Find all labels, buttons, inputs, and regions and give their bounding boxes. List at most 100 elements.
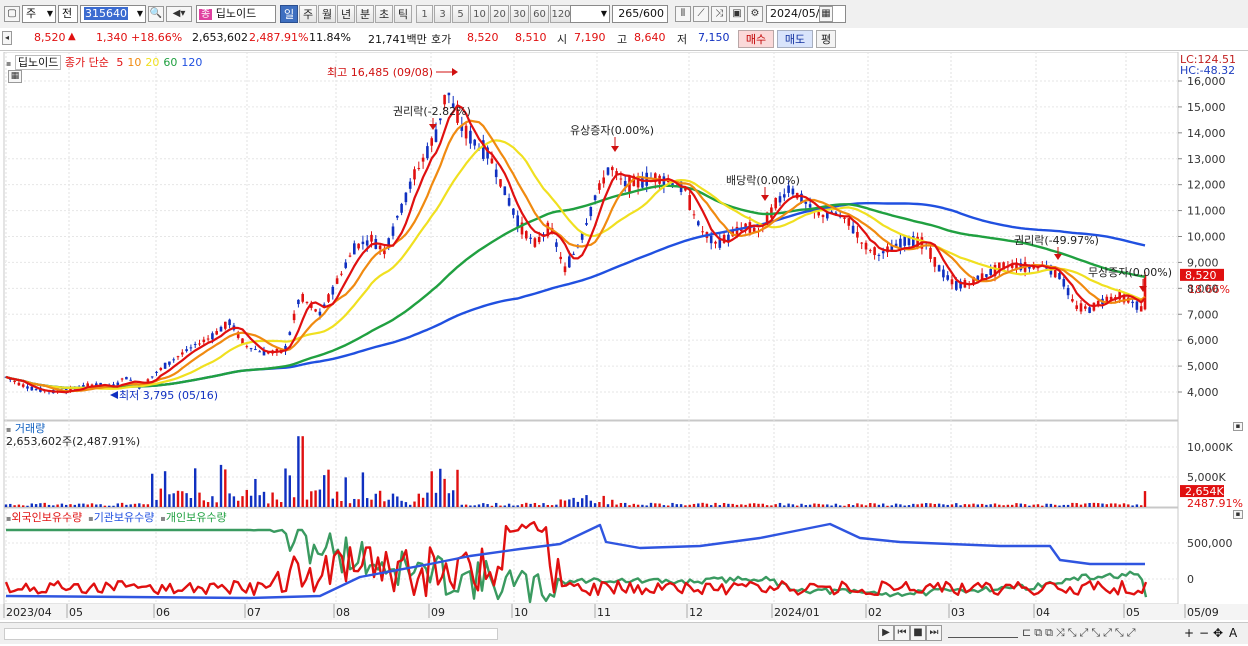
candle-body [1084, 306, 1087, 309]
dropdown-arrow-icon: ▼ [136, 9, 143, 18]
holdings-legend-item[interactable]: ▪개인보유수량 [160, 511, 226, 524]
panel-close-icon[interactable]: ▪ [1233, 422, 1243, 431]
candle-body [447, 92, 451, 96]
high-price: 8,640 [634, 31, 666, 44]
candle-body [129, 379, 132, 381]
volume-bar [675, 504, 678, 507]
interval-button-0[interactable]: 1 [416, 5, 433, 23]
volume-bar [237, 500, 240, 507]
gear-icon[interactable]: ⚙ [747, 6, 763, 22]
candle-body [1010, 264, 1014, 268]
ma-period-5[interactable]: 5 [116, 56, 124, 69]
ma-period-120[interactable]: 120 [181, 56, 203, 69]
volume-bar [671, 502, 674, 507]
ma-period-10[interactable]: 10 [127, 56, 142, 69]
ask-price: 8,520 [467, 31, 499, 44]
rewind-icon[interactable]: ⏮ [894, 625, 910, 641]
period-button-2[interactable]: 월 [318, 5, 336, 23]
volume-bar [344, 477, 347, 507]
holdings-legend-item[interactable]: ▪기관보유수량 [88, 511, 154, 524]
buy-button[interactable]: 매수 [738, 30, 774, 48]
sell-button[interactable]: 매도 [777, 30, 813, 48]
candle-body [933, 257, 937, 267]
fast-forward-icon[interactable]: ⏭ [926, 625, 942, 641]
auto-scale-button[interactable]: A [1229, 626, 1238, 640]
period-button-4[interactable]: 분 [356, 5, 374, 23]
date-input[interactable]: 2024/05/09 [766, 5, 846, 23]
zoom-slider[interactable] [948, 627, 1018, 638]
candle-body [387, 238, 390, 248]
chart-svg[interactable]: 최고 16,485 (09/08) 최저 3,795 (05/16) 권리락(-2.… [0, 51, 1248, 643]
candle-body [684, 188, 687, 191]
zoom-in-button[interactable]: + [1184, 626, 1195, 640]
interval-button-2[interactable]: 5 [452, 5, 469, 23]
eval-button[interactable]: 평 [816, 30, 836, 48]
volume-bar [989, 504, 992, 507]
chart-type-icon[interactable]: ⤨ [711, 6, 727, 22]
search-icon[interactable]: 🔍 [148, 6, 164, 22]
candle-body [469, 130, 472, 144]
volume-bar [275, 499, 279, 507]
candle-icon[interactable]: ⫴ [675, 6, 691, 22]
volume-bar [628, 505, 631, 507]
period-button-6[interactable]: 틱 [394, 5, 412, 23]
interval-button-1[interactable]: 3 [434, 5, 451, 23]
volume-bar [288, 475, 291, 507]
window-icon[interactable]: ▢ [4, 6, 20, 22]
x-axis-label: 11 [597, 606, 611, 619]
volume-bar [409, 504, 412, 507]
candle-body [26, 386, 29, 389]
count-input[interactable]: 265/600 [612, 5, 668, 23]
interval-button-3[interactable]: 10 [470, 5, 489, 23]
candle-body [817, 212, 820, 216]
volume-panel-title[interactable]: 거래량 [14, 422, 46, 435]
market-select[interactable]: 주 ▼ [22, 5, 56, 23]
scroll-track[interactable] [4, 628, 498, 640]
price-axis-label: 6,000 [1187, 334, 1219, 347]
calendar-icon[interactable]: ▦ [819, 6, 833, 22]
holdings-legend-item[interactable]: ▪외국인보유수량 [6, 511, 82, 524]
interval-button-6[interactable]: 60 [530, 5, 549, 23]
volume-bar [576, 501, 580, 507]
period-button-0[interactable]: 일 [280, 5, 298, 23]
candle-body [353, 243, 356, 255]
candle-body [611, 167, 614, 171]
collapse-arrow-icon[interactable]: ◂ [2, 31, 12, 45]
panel-close-icon[interactable]: ▪ [1233, 510, 1243, 519]
volume-bar [877, 504, 881, 507]
scroll-right-icon[interactable]: ▶ [878, 625, 894, 641]
tool-icons[interactable]: ⊏⧉⧉⤨⤡⤢⤡⤢⤡⤢ [1022, 626, 1139, 639]
interval-button-7[interactable]: 120 [550, 5, 572, 23]
interval-button-4[interactable]: 20 [490, 5, 509, 23]
interval-button-5[interactable]: 30 [510, 5, 529, 23]
volume-bar [26, 505, 29, 507]
volume-bar [413, 501, 416, 507]
draw-line-icon[interactable]: ⟋ [693, 6, 709, 22]
count-dropdown[interactable]: ▼ [570, 5, 610, 23]
volume-bar [4, 504, 8, 507]
stock-name-field[interactable]: 종 딥노이드 [196, 5, 276, 23]
volume-bar [163, 471, 167, 507]
stock-code-input[interactable]: 315640 ▼ [80, 5, 146, 23]
zoom-out-button[interactable]: − [1199, 626, 1210, 640]
volume-bar [215, 502, 218, 507]
candle-body [937, 265, 941, 272]
scope-select[interactable]: 전 [58, 5, 78, 23]
chart-area[interactable]: 최고 16,485 (09/08) 최저 3,795 (05/16) 권리락(-2.… [0, 51, 1248, 643]
period-button-5[interactable]: 초 [375, 5, 393, 23]
candle-body [942, 269, 945, 278]
candle-body [1109, 296, 1113, 300]
period-button-3[interactable]: 년 [337, 5, 355, 23]
sound-icon[interactable]: ◀▾ [166, 6, 192, 22]
save-icon[interactable]: ▣ [729, 6, 745, 22]
ma-period-60[interactable]: 60 [163, 56, 178, 69]
period-button-1[interactable]: 주 [299, 5, 317, 23]
stop-icon[interactable]: ■ [910, 625, 926, 641]
table-icon[interactable]: ▦ [8, 70, 22, 83]
volume-bar [1032, 504, 1035, 507]
volume-bar [843, 505, 846, 507]
x-axis-label: 02 [868, 606, 882, 619]
move-button[interactable]: ✥ [1213, 626, 1224, 640]
price-panel-title[interactable]: 딥노이드 [14, 55, 62, 70]
ma-period-20[interactable]: 20 [145, 56, 160, 69]
